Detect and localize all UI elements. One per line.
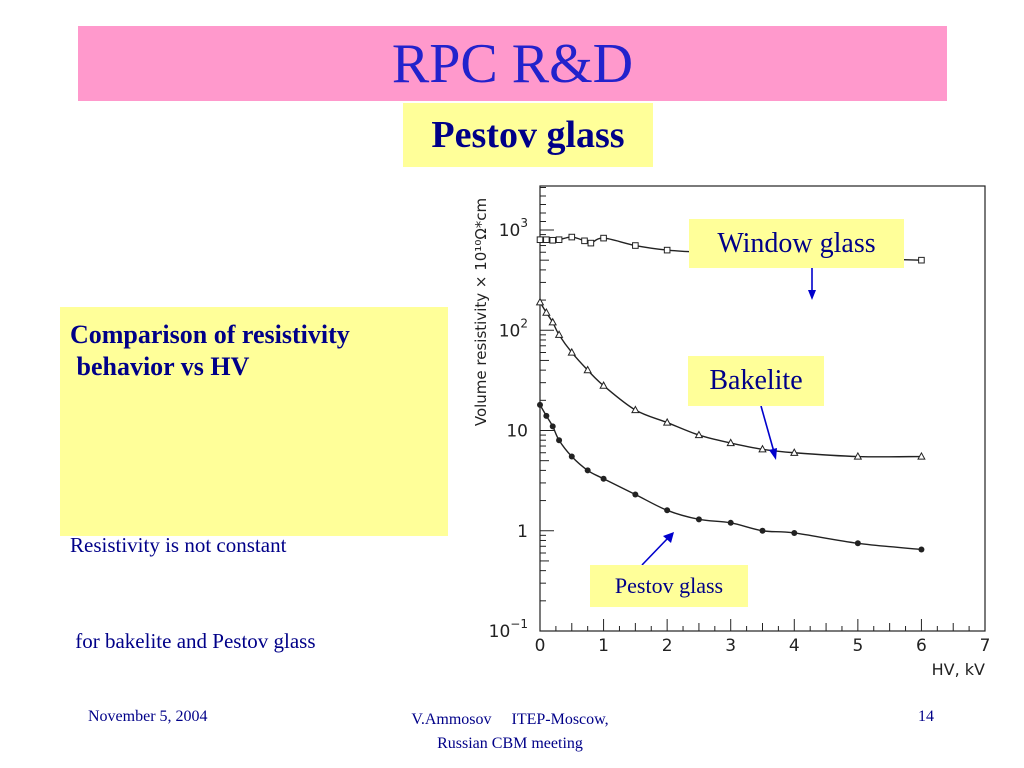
data-point-pestov-glass [556,437,563,444]
legend-text-window-glass: Window glass [717,227,876,259]
info-body: Resistivity is not constant for bakelite… [70,465,316,721]
data-point-bakelite [917,451,926,460]
data-point-pestov-glass [918,546,925,553]
data-point-pestov-glass [759,527,766,534]
arrowhead-bakelite [769,448,777,460]
legend-label-window-glass: Window glass [689,219,904,268]
data-point-window-glass [549,236,557,244]
data-point-pestov-glass [791,529,798,536]
data-point-pestov-glass [543,412,550,419]
data-point-window-glass [600,234,607,242]
info-body-line1: Resistivity is not constant [70,533,287,557]
x-tick-label: 4 [789,636,800,656]
slide-title: RPC R&D [391,32,634,95]
footer-page-number: 14 [918,708,934,725]
arrow-pestov-glass [641,537,669,566]
arrow-bakelite [760,405,775,453]
data-point-bakelite [554,330,564,338]
data-point-window-glass [536,236,544,244]
y-axis-label: Volume resistivity × 10¹⁰Ω*cm [472,198,490,426]
legend-text-bakelite: Bakelite [709,365,803,396]
y-tick-label: 10 [506,422,528,442]
data-point-window-glass [543,236,550,244]
data-point-bakelite [853,451,863,460]
footer-author: V.Ammosov ITEP-Moscow, Russian CBM meeti… [380,708,640,756]
legend-text-pestov-glass: Pestov glass [614,573,724,598]
x-tick-label: 2 [662,636,673,656]
data-point-bakelite [542,307,551,316]
x-tick-label: 0 [535,636,546,656]
info-box: Comparison of resistivity behavior vs HV… [60,307,448,653]
data-point-bakelite [758,444,767,453]
y-tick-label: 103 [499,216,528,241]
data-point-pestov-glass [664,507,671,514]
legend-label-bakelite: Bakelite [688,356,824,406]
data-point-window-glass [663,246,671,254]
y-tick-label: 1 [517,522,528,542]
data-point-pestov-glass [584,467,591,474]
data-point-pestov-glass [632,491,639,498]
data-point-pestov-glass [568,453,575,460]
data-point-window-glass [632,242,639,249]
x-tick-label: 3 [725,636,736,656]
title-bar: RPC R&D [78,26,947,101]
data-point-pestov-glass [727,519,734,526]
data-point-window-glass [587,239,595,247]
legend-arrows [641,268,816,566]
data-point-bakelite [535,297,545,306]
footer-author-line1: V.Ammosov ITEP-Moscow, [411,711,609,728]
data-point-pestov-glass [537,401,543,408]
data-point-pestov-glass [549,423,556,430]
series-line-pestov-glass [539,404,922,551]
data-point-bakelite [599,381,608,389]
legend-label-pestov-glass: Pestov glass [590,565,748,607]
data-point-bakelite [583,365,592,374]
data-point-bakelite [694,430,704,439]
data-point-window-glass [581,237,588,245]
x-tick-label: 6 [916,636,927,656]
arrowhead-window-glass [808,290,816,300]
data-point-pestov-glass [854,540,861,547]
data-point-window-glass [918,256,925,264]
data-point-bakelite [548,317,557,326]
data-point-window-glass [568,233,576,241]
slide-subtitle: Pestov glass [431,114,625,156]
data-point-bakelite [790,448,799,456]
footer-author-line2: Russian CBM meeting [437,735,583,752]
data-point-pestov-glass [695,516,702,523]
data-point-bakelite [567,347,577,356]
info-heading-line2: behavior vs HV [70,352,250,381]
x-tick-label: 5 [852,636,863,656]
data-point-pestov-glass [600,475,607,482]
data-point-window-glass [555,236,563,244]
x-tick-label: 7 [980,636,991,656]
data-point-bakelite [662,417,672,426]
x-axis-label: HV, kV [932,660,985,679]
y-tick-label: 10−1 [489,617,528,642]
arrowhead-pestov-glass [663,532,674,543]
x-tick-label: 1 [598,636,609,656]
footer-date: November 5, 2004 [88,708,208,725]
info-heading-line1: Comparison of resistivity [70,320,350,349]
y-tick-label: 102 [499,316,528,341]
data-point-bakelite [631,405,640,414]
subtitle-box: Pestov glass [403,103,653,167]
data-point-bakelite [726,438,735,447]
info-body-line2: for bakelite and Pestov glass [70,629,316,653]
